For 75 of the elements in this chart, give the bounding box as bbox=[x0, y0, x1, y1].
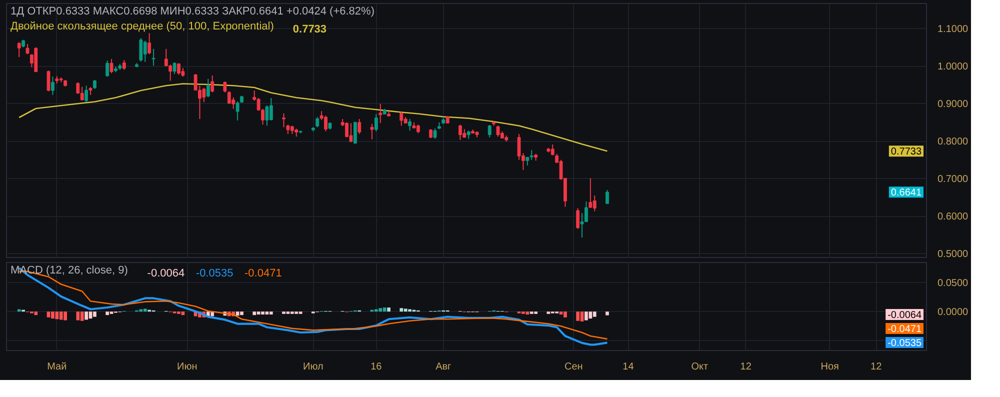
x-tick-label: Авг bbox=[436, 362, 452, 372]
candlestick bbox=[488, 124, 492, 138]
candlestick bbox=[202, 87, 206, 103]
candlestick bbox=[17, 42, 21, 58]
candlestick bbox=[606, 189, 609, 204]
y-tick-label: 0.9000 bbox=[938, 99, 969, 110]
y-tick-label: 1.1000 bbox=[938, 24, 969, 36]
text: 0.7733 bbox=[292, 24, 327, 36]
candlestick bbox=[34, 46, 38, 73]
candlestick bbox=[408, 118, 412, 132]
x-tick-label: Сен bbox=[564, 362, 583, 372]
x-tick-label: 12 bbox=[740, 362, 752, 372]
candlestick bbox=[588, 178, 592, 208]
annotation: 0.7733 bbox=[890, 146, 922, 158]
candlestick bbox=[106, 60, 110, 78]
y-tick-label: 0.7000 bbox=[938, 174, 969, 186]
annotation: -0.0064 bbox=[888, 310, 922, 321]
candlestick bbox=[374, 114, 378, 132]
y-tick-label: 1.0000 bbox=[938, 62, 969, 73]
candlestick bbox=[172, 62, 176, 74]
text: -0.0535 bbox=[196, 268, 234, 280]
line-series bbox=[18, 83, 608, 152]
candlestick bbox=[122, 60, 126, 70]
candlestick bbox=[26, 44, 30, 55]
candlestick bbox=[223, 81, 227, 93]
x-tick-label: Окт bbox=[691, 362, 708, 372]
candlestick bbox=[152, 48, 156, 66]
candlestick bbox=[227, 90, 231, 104]
candlestick bbox=[139, 38, 143, 62]
candlestick bbox=[50, 76, 54, 96]
candlestick bbox=[324, 115, 328, 132]
candlestick bbox=[370, 123, 374, 140]
text: -0.0064 bbox=[147, 268, 185, 280]
candlestick bbox=[206, 78, 210, 98]
candlestick bbox=[265, 105, 269, 126]
candlestick bbox=[177, 62, 180, 76]
x-tick-label: Май bbox=[47, 362, 67, 372]
annotation: -0.0535 bbox=[888, 338, 922, 349]
y-tick-label: 0.0500 bbox=[938, 278, 969, 290]
candlestick bbox=[353, 121, 357, 144]
x-tick-label: Июл bbox=[303, 362, 324, 372]
candlestick bbox=[143, 40, 147, 62]
x-tick-label: Июн bbox=[177, 362, 198, 372]
candlestick bbox=[530, 150, 534, 160]
candlestick bbox=[458, 124, 462, 140]
candlestick bbox=[400, 111, 404, 126]
candlestick bbox=[269, 98, 273, 121]
candlestick bbox=[148, 32, 152, 55]
y-tick-label: 0.8000 bbox=[938, 136, 969, 148]
x-tick-label: Ноя bbox=[820, 362, 839, 372]
y-tick-label: 0.5000 bbox=[938, 249, 969, 260]
x-tick-label: 14 bbox=[622, 362, 634, 372]
y-tick-label: 0.6000 bbox=[938, 212, 969, 223]
candlestick bbox=[110, 58, 114, 74]
candlestick bbox=[378, 104, 382, 124]
candlestick bbox=[46, 70, 50, 92]
candlestick bbox=[349, 122, 353, 143]
candlestick bbox=[592, 195, 596, 212]
text: Двойное скользящее среднее (50, 100, Exponential) bbox=[10, 20, 274, 32]
x-tick-label: 12 bbox=[870, 362, 882, 372]
candlestick bbox=[358, 118, 362, 134]
candlestick bbox=[84, 85, 88, 103]
y-tick-label: 0.0000 bbox=[938, 307, 969, 318]
annotation: 0.6641 bbox=[890, 188, 922, 199]
chart-title: 1Д ОТКР0.6333 МАКС0.6698 МИН0.6333 ЗАКР0.6641 +0.0424 (+6.82%) bbox=[10, 6, 374, 18]
text: -0.0471 bbox=[244, 268, 282, 280]
candlestick bbox=[576, 208, 580, 230]
candlestick bbox=[433, 128, 437, 140]
annotation: -0.0471 bbox=[888, 324, 922, 335]
candlestick bbox=[550, 144, 554, 156]
candlestick bbox=[316, 116, 320, 128]
candlestick bbox=[210, 75, 214, 93]
candlestick bbox=[236, 100, 240, 121]
x-tick-label: 16 bbox=[370, 362, 382, 372]
candlestick bbox=[80, 86, 84, 102]
